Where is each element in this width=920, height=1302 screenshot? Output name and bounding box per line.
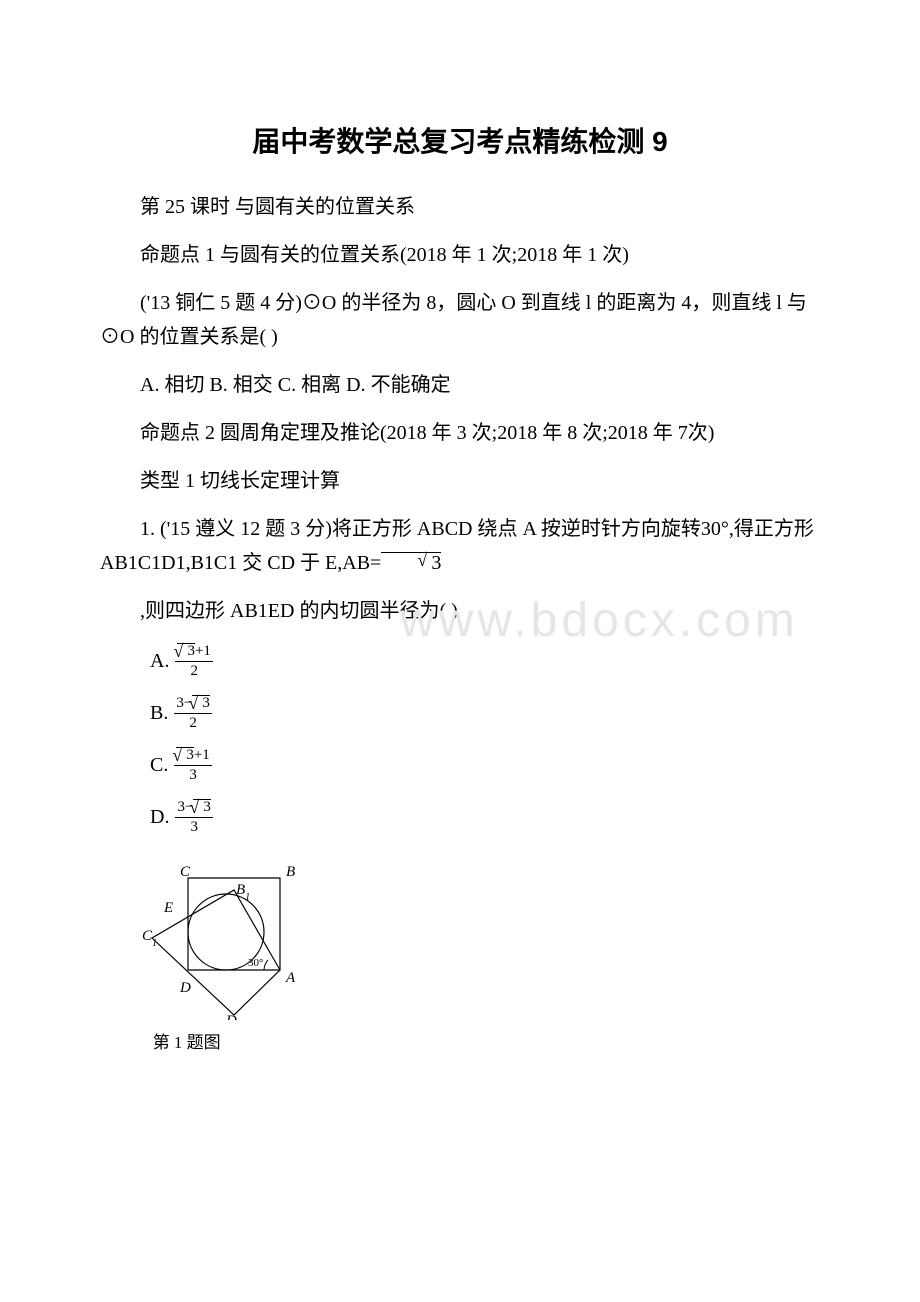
svg-text:D: D	[179, 980, 191, 996]
option-b-frac: 3−3 2	[174, 695, 211, 733]
option-c-sqrt: 3	[176, 747, 194, 763]
q1-text-b: ,则四边形 AB1ED 的内切圆半径为( )	[140, 600, 458, 622]
option-b-sqrt: 3	[192, 695, 210, 711]
option-a-frac: 3+1 2	[175, 643, 212, 681]
option-d-label: D.	[150, 798, 169, 836]
paragraph-type1: 类型 1 切线长定理计算	[100, 464, 820, 498]
option-c-num-b: +1	[194, 747, 210, 763]
option-a-num-b: +1	[195, 643, 211, 659]
figure-caption: 第 1 题图	[153, 1028, 820, 1053]
q1-text-a: 1. ('15 遵义 12 题 3 分)将正方形 ABCD 绕点 A 按逆时针方…	[100, 518, 814, 574]
option-c-label: C.	[150, 746, 168, 784]
q-intro-text: ('13 铜仁 5 题 4 分)⊙O 的半径为 8，圆心 O 到直线 l 的距离…	[100, 292, 807, 348]
option-d-frac: 3−3 3	[175, 799, 212, 837]
paragraph-q-intro: ('13 铜仁 5 题 4 分)⊙O 的半径为 8，圆心 O 到直线 l 的距离…	[100, 286, 820, 354]
option-a-den: 2	[190, 662, 198, 680]
paragraph-lesson: 第 25 课时 与圆有关的位置关系	[100, 190, 820, 224]
paragraph-topic1: 命题点 1 与圆有关的位置关系(2018 年 1 次;2018 年 1 次)	[100, 238, 820, 272]
svg-text:B: B	[286, 864, 295, 880]
option-a-label: A.	[150, 642, 169, 680]
paragraph-q1-cont: ,则四边形 AB1ED 的内切圆半径为( ) www.bdocx.com	[100, 594, 820, 628]
svg-text:D1: D1	[225, 1013, 242, 1020]
svg-text:E: E	[163, 900, 173, 916]
paragraph-options-inline: A. 相切 B. 相交 C. 相离 D. 不能确定	[100, 368, 820, 402]
option-a-sqrt: 3	[177, 643, 195, 659]
svg-text:C: C	[180, 864, 191, 880]
option-d: D. 3−3 3	[150, 798, 820, 836]
option-b-den: 2	[189, 714, 197, 732]
page-title: 届中考数学总复习考点精练检测 9	[100, 120, 820, 160]
svg-text:A: A	[285, 970, 296, 986]
option-a: A. 3+1 2	[150, 642, 820, 680]
option-b: B. 3−3 2	[150, 694, 820, 732]
option-c: C. 3+1 3	[150, 746, 820, 784]
sqrt-3: 3	[381, 552, 441, 573]
figure-q1: 30° C B B1 E C1 D A D1	[140, 850, 820, 1025]
option-d-sqrt: 3	[193, 799, 211, 815]
q1-diagram: 30° C B B1 E C1 D A D1	[140, 850, 310, 1020]
option-b-label: B.	[150, 694, 168, 732]
option-c-den: 3	[189, 766, 197, 784]
paragraph-q1: 1. ('15 遵义 12 题 3 分)将正方形 ABCD 绕点 A 按逆时针方…	[100, 512, 820, 580]
svg-text:30°: 30°	[248, 957, 263, 969]
option-d-den: 3	[190, 818, 198, 836]
svg-text:B1: B1	[236, 882, 250, 903]
paragraph-topic2: 命题点 2 圆周角定理及推论(2018 年 3 次;2018 年 8 次;201…	[100, 416, 820, 450]
option-c-frac: 3+1 3	[174, 747, 211, 785]
svg-text:C1: C1	[142, 928, 157, 949]
